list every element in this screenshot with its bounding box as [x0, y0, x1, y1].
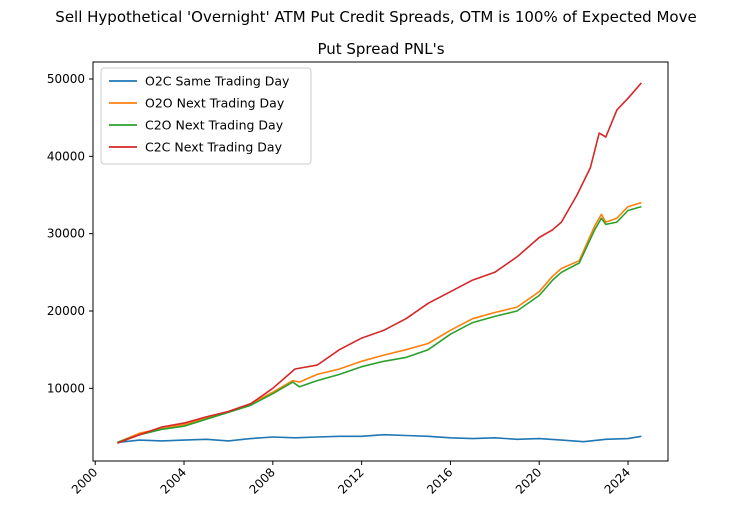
legend-label-c2c-next-trading-day: C2C Next Trading Day — [145, 140, 283, 155]
series-line-o2c-same-trading-day — [117, 433, 642, 444]
x-tick-label-2004: 2004 — [158, 465, 189, 496]
x-tick-label-2020: 2020 — [513, 465, 544, 496]
x-tick-label-2012: 2012 — [335, 465, 366, 496]
series-line-c2o-next-trading-day — [117, 205, 642, 444]
chart-title: Put Spread PNL's — [317, 40, 444, 58]
x-tick-label-2008: 2008 — [246, 465, 277, 496]
series-lines — [117, 82, 643, 444]
x-axis: 2000 2004 2008 2012 2016 2020 2024 — [69, 461, 633, 497]
legend-label-o2c-same-trading-day: O2C Same Trading Day — [145, 74, 290, 89]
y-tick-label-10000: 10000 — [47, 381, 85, 395]
y-axis: 10000 20000 30000 40000 50000 — [47, 72, 93, 395]
y-tick-label-50000: 50000 — [47, 72, 85, 86]
legend-label-o2o-next-trading-day: O2O Next Trading Day — [145, 96, 285, 111]
legend: O2C Same Trading Day O2O Next Trading Day… — [100, 67, 312, 165]
series-line-c2c-next-trading-day — [117, 82, 643, 444]
chart-suptitle: Sell Hypothetical 'Overnight' ATM Put Cr… — [55, 8, 696, 26]
y-tick-label-40000: 40000 — [47, 149, 85, 163]
x-tick-label-2024: 2024 — [602, 465, 633, 496]
series-line-o2o-next-trading-day — [117, 201, 642, 444]
x-tick-label-2016: 2016 — [424, 465, 455, 496]
y-tick-label-30000: 30000 — [47, 227, 85, 241]
y-tick-label-20000: 20000 — [47, 304, 85, 318]
x-tick-label-2000: 2000 — [69, 465, 100, 496]
legend-box — [100, 67, 312, 165]
legend-label-c2o-next-trading-day: C2O Next Trading Day — [145, 118, 284, 133]
plot-frame — [92, 61, 669, 462]
